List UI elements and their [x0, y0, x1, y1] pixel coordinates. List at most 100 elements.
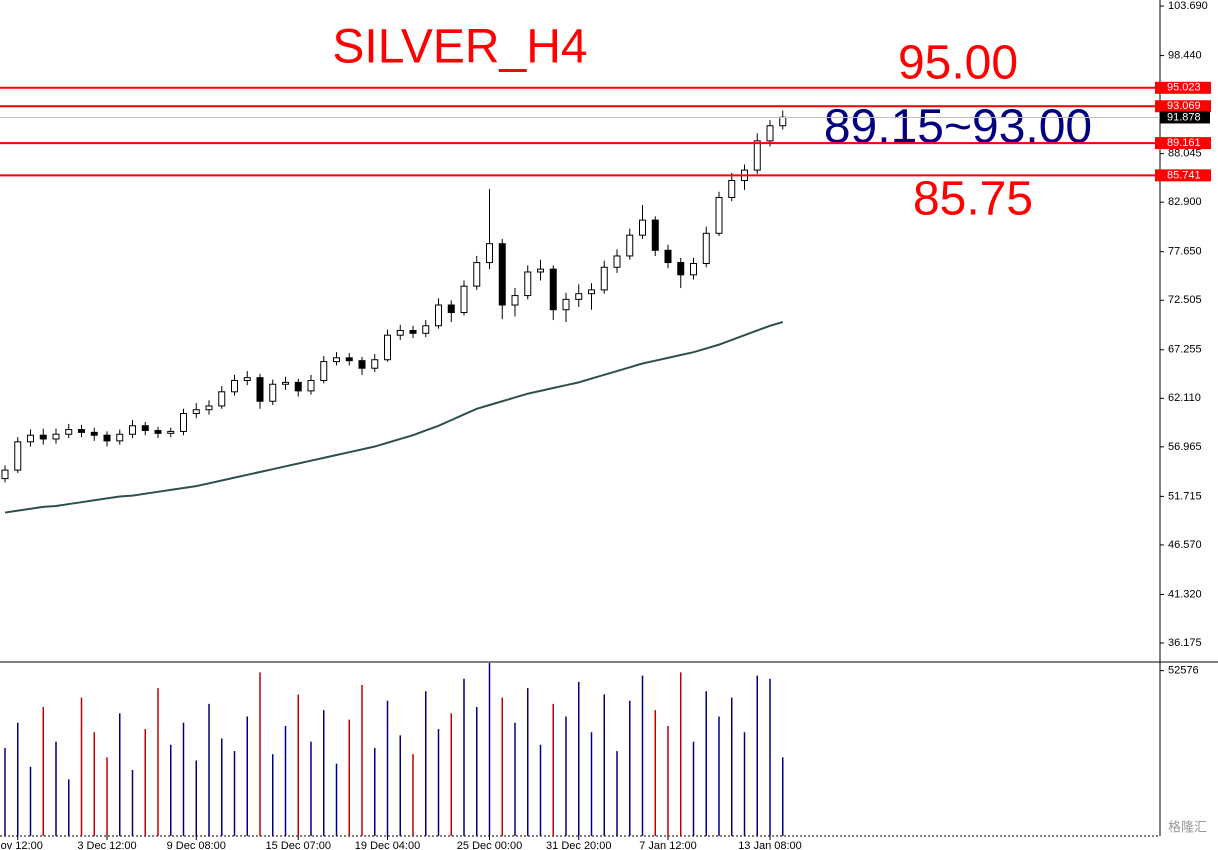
candle-body	[537, 268, 544, 273]
candle-body	[320, 361, 328, 381]
candle-body	[307, 379, 315, 392]
candle-body	[52, 433, 60, 440]
candle-body	[409, 329, 417, 334]
candle-body	[422, 325, 430, 334]
moving-average	[4, 321, 784, 514]
candle-body	[562, 298, 570, 311]
y-tick-label: 77.650	[1168, 246, 1202, 258]
candle-body	[14, 441, 22, 471]
y-tick-label: 62.110	[1168, 392, 1201, 404]
candle-body	[116, 433, 124, 442]
candle-body	[167, 430, 175, 434]
y-tick-label: 51.715	[1168, 490, 1202, 502]
current-price-label: 91.878	[1167, 111, 1201, 123]
y-tick-label: 103.690	[1168, 0, 1208, 12]
candle-body	[371, 359, 379, 369]
candle-body	[39, 434, 47, 440]
candle-body	[65, 429, 73, 435]
candle-body	[269, 383, 277, 402]
y-tick-label: 41.320	[1168, 588, 1202, 600]
x-tick-label: 9 Dec 08:00	[167, 840, 226, 850]
candle-body	[180, 413, 187, 432]
candle-body	[511, 295, 519, 306]
x-tick-label: 13 Jan 08:00	[738, 840, 802, 850]
candle-body	[575, 293, 583, 300]
current-price-box	[1160, 111, 1210, 124]
candle-body	[129, 425, 136, 435]
candle-body	[345, 357, 353, 362]
level-label-box	[1155, 81, 1211, 94]
chart-title: SILVER_H4	[332, 21, 587, 74]
candle-body	[384, 334, 391, 361]
candle-body	[613, 255, 621, 268]
candle-body	[651, 219, 659, 251]
candle-body	[728, 179, 736, 198]
candle-body	[141, 425, 149, 431]
candle-body	[294, 381, 302, 392]
candle-body	[498, 243, 506, 306]
candle-body	[460, 285, 468, 314]
candle-body	[779, 116, 787, 127]
level-label: 93.069	[1167, 100, 1201, 112]
candle-body	[358, 360, 366, 369]
annotation: 85.75	[913, 173, 1033, 226]
candle-body	[626, 234, 634, 257]
candle-body	[333, 357, 340, 363]
level-label-box	[1155, 137, 1211, 150]
candle-body	[600, 266, 608, 291]
candle-body	[192, 409, 200, 415]
candle-body	[486, 243, 493, 264]
y-tick-label: 67.255	[1168, 344, 1202, 356]
level-label-box	[1155, 100, 1211, 113]
annotation: 89.15~93.00	[824, 101, 1092, 154]
candle-body	[766, 125, 774, 142]
x-tick-label: 25 Dec 00:00	[457, 840, 522, 850]
candle-body	[702, 232, 710, 264]
candle-body	[27, 434, 34, 443]
x-tick-label: 7 Jan 12:00	[639, 840, 697, 850]
candle-body	[205, 405, 213, 411]
candle-body	[243, 377, 251, 381]
candle-body	[715, 196, 723, 234]
level-label-box	[1155, 169, 1211, 182]
candle-body	[690, 262, 697, 276]
candle-body	[218, 391, 226, 407]
candle-body	[396, 329, 404, 336]
candle-body	[282, 381, 289, 385]
candle-body	[588, 289, 595, 295]
candle-body	[549, 268, 557, 311]
volume-tick-label: 52576	[1168, 665, 1199, 677]
y-tick-label: 98.440	[1168, 49, 1202, 61]
candle-body	[90, 431, 98, 436]
candle-body	[753, 140, 761, 171]
level-label: 89.161	[1167, 137, 1201, 149]
x-tick-label: 19 Dec 04:00	[355, 840, 420, 850]
candle-body	[256, 377, 264, 402]
annotation: 95.00	[898, 37, 1018, 90]
x-tick-label: Nov 12:00	[0, 840, 43, 850]
y-tick-label: 56.965	[1168, 441, 1202, 453]
candle-body	[447, 304, 455, 314]
level-label: 85.741	[1167, 169, 1201, 181]
y-tick-label: 82.900	[1168, 196, 1202, 208]
candle-body	[664, 249, 672, 264]
candle-body	[78, 429, 85, 433]
candle-body	[103, 434, 111, 442]
candle-body	[473, 262, 481, 287]
y-tick-label: 36.175	[1168, 637, 1202, 649]
candle-body	[677, 262, 685, 276]
y-tick-label: 46.570	[1168, 539, 1202, 551]
x-tick-label: 31 Dec 20:00	[546, 840, 611, 850]
y-tick-label: 72.505	[1168, 294, 1202, 306]
x-tick-label: 3 Dec 12:00	[77, 840, 136, 850]
level-label: 95.023	[1167, 82, 1201, 94]
candle-body	[435, 304, 442, 327]
y-tick-label: 88.045	[1168, 148, 1202, 160]
candle-body	[639, 219, 646, 236]
candle-body	[524, 271, 532, 297]
x-tick-label: 15 Dec 07:00	[266, 840, 331, 850]
candle-body	[154, 429, 162, 434]
candle-body	[1, 469, 9, 480]
